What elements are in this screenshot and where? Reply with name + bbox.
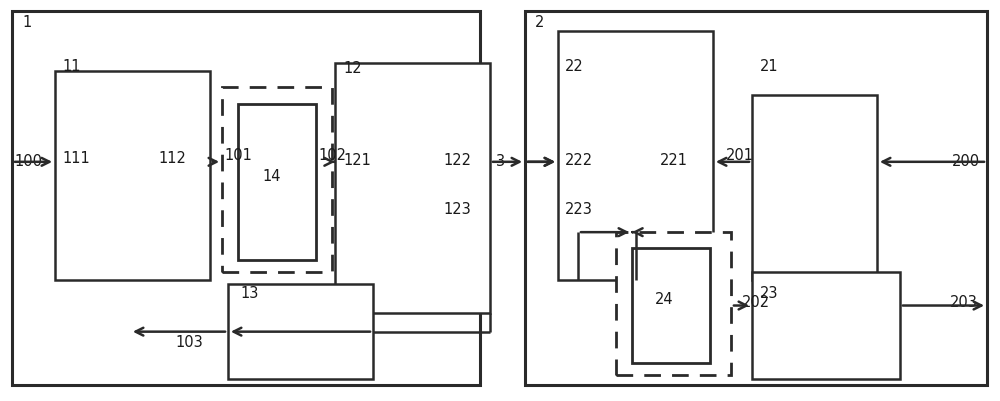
Text: 203: 203 xyxy=(950,294,978,309)
Text: 11: 11 xyxy=(62,59,80,74)
Text: 103: 103 xyxy=(175,334,203,349)
Text: 3: 3 xyxy=(496,154,505,169)
Text: 123: 123 xyxy=(443,201,471,216)
Text: 23: 23 xyxy=(760,285,778,300)
Bar xyxy=(238,104,316,261)
Text: 200: 200 xyxy=(952,154,980,169)
Bar xyxy=(228,285,373,379)
Bar xyxy=(752,273,900,379)
Text: 100: 100 xyxy=(14,154,42,169)
Text: 202: 202 xyxy=(742,294,770,309)
Text: 2: 2 xyxy=(535,14,544,30)
Text: 222: 222 xyxy=(565,153,593,168)
Bar xyxy=(55,72,210,281)
Text: 24: 24 xyxy=(655,291,674,306)
Text: 14: 14 xyxy=(262,169,280,184)
Bar xyxy=(752,96,877,281)
Bar xyxy=(12,12,480,385)
Bar xyxy=(222,88,332,273)
Text: 102: 102 xyxy=(318,148,346,163)
Bar xyxy=(558,32,713,281)
Bar xyxy=(632,249,710,363)
Text: 111: 111 xyxy=(62,151,90,166)
Text: 112: 112 xyxy=(158,151,186,166)
Text: 13: 13 xyxy=(240,285,258,300)
Bar xyxy=(616,233,731,375)
Text: 221: 221 xyxy=(660,153,688,168)
Text: 1: 1 xyxy=(22,14,31,30)
Text: 22: 22 xyxy=(565,59,584,74)
Text: 101: 101 xyxy=(224,148,252,163)
Text: 122: 122 xyxy=(443,153,471,168)
Text: 201: 201 xyxy=(726,148,754,163)
Bar xyxy=(335,64,490,313)
Text: 21: 21 xyxy=(760,59,779,74)
Text: 12: 12 xyxy=(343,61,362,76)
Bar xyxy=(525,12,987,385)
Text: 121: 121 xyxy=(343,153,371,168)
Text: 223: 223 xyxy=(565,201,593,216)
